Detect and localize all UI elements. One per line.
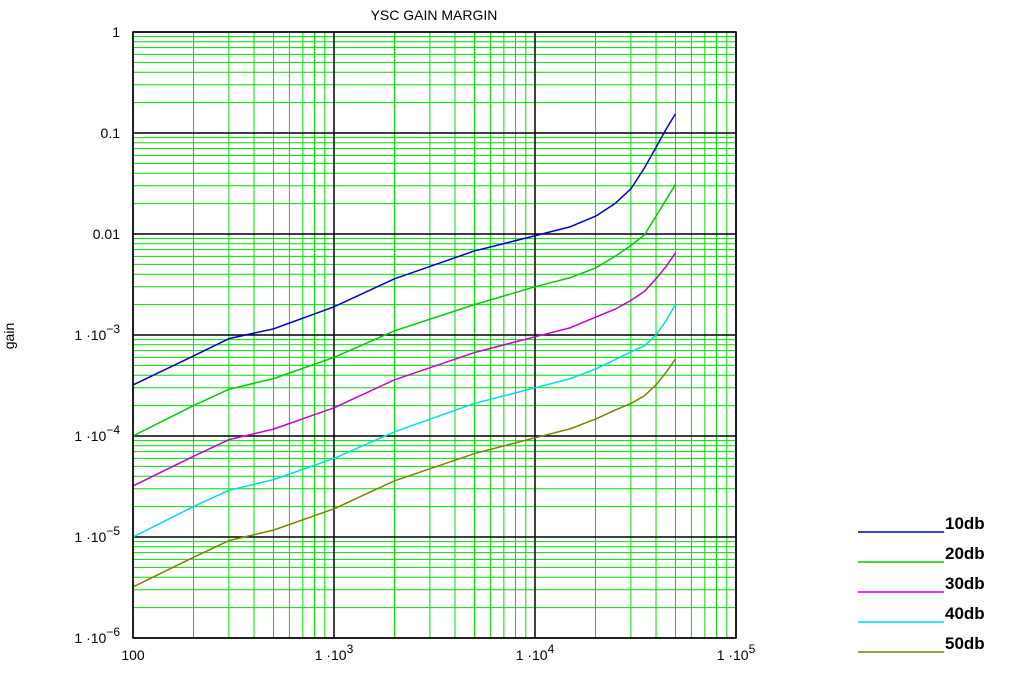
x-tick-labels: 100 1 ·103 1 ·104 1 ·105: [121, 642, 755, 663]
y-tick-labels: 1 0.1 0.01 1 ·10−3 1 ·10−4 1 ·10−5 1 ·10−6: [74, 24, 120, 646]
series-line-40db: [132, 304, 677, 538]
y-tick-label: 0.1: [101, 125, 121, 141]
series-line-10db: [132, 113, 677, 386]
legend-label-30db: 30db: [945, 574, 985, 593]
series-line-50db: [132, 358, 677, 588]
plot-frame: [132, 31, 737, 639]
y-tick-label: 1: [112, 24, 120, 40]
series-lines: [132, 113, 677, 588]
x-tick-label: 1 ·105: [717, 642, 756, 663]
legend-label-50db: 50db: [945, 634, 985, 653]
series-line-30db: [132, 252, 677, 487]
y-axis-label: gain: [1, 323, 17, 349]
legend: 10db 20db 30db 40db 50db: [858, 514, 985, 653]
legend-label-40db: 40db: [945, 604, 985, 623]
y-tick-label: 1 ·10−6: [74, 625, 120, 646]
legend-label-10db: 10db: [945, 514, 985, 533]
series-line-20db: [132, 183, 677, 437]
x-tick-label: 1 ·104: [516, 642, 555, 663]
y-tick-label: 1 ·10−4: [74, 423, 120, 444]
x-tick-label: 100: [121, 647, 145, 663]
y-tick-label: 1 ·10−3: [74, 322, 120, 343]
x-tick-label: 1 ·103: [315, 642, 354, 663]
y-tick-label: 1 ·10−5: [74, 524, 120, 545]
chart-title: YSC GAIN MARGIN: [371, 7, 498, 23]
y-tick-label: 0.01: [93, 226, 120, 242]
legend-label-20db: 20db: [945, 544, 985, 563]
